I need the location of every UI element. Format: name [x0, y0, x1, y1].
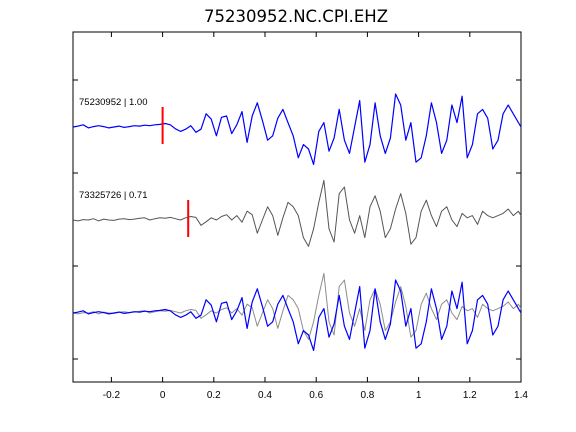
chart-title: 75230952.NC.CPI.EHZ — [204, 7, 388, 26]
trace-75230952 — [72, 93, 522, 165]
trace-label-75230952: 75230952 | 1.00 — [79, 97, 148, 108]
x-tick-label: 1 — [416, 390, 422, 401]
trace-label-73325726: 73325726 | 0.71 — [79, 190, 148, 201]
x-axis: -0.2 0 0.2 0.4 0.6 0.8 1 1.2 1.4 — [103, 32, 528, 401]
x-tick-label: 0.2 — [207, 390, 221, 401]
x-tick-label: 1.2 — [463, 390, 477, 401]
x-tick-label: 0.4 — [258, 390, 272, 401]
x-tick-label: 0.8 — [360, 390, 374, 401]
trace-73325726 — [72, 179, 522, 247]
x-tick-label: 0.6 — [309, 390, 323, 401]
axes-frame — [72, 31, 522, 383]
plot-area — [72, 31, 522, 383]
waveforms — [72, 93, 522, 351]
x-tick-label: 1.4 — [514, 390, 528, 401]
overlay-trace-73325726 — [72, 272, 522, 340]
x-tick-label: -0.2 — [103, 390, 121, 401]
y-axis — [73, 79, 521, 360]
x-tick-label: 0 — [160, 390, 166, 401]
trace-labels: 75230952 | 1.00 73325726 | 0.71 — [79, 97, 148, 201]
overlay-trace-75230952 — [72, 279, 522, 351]
pick-markers — [161, 107, 190, 237]
